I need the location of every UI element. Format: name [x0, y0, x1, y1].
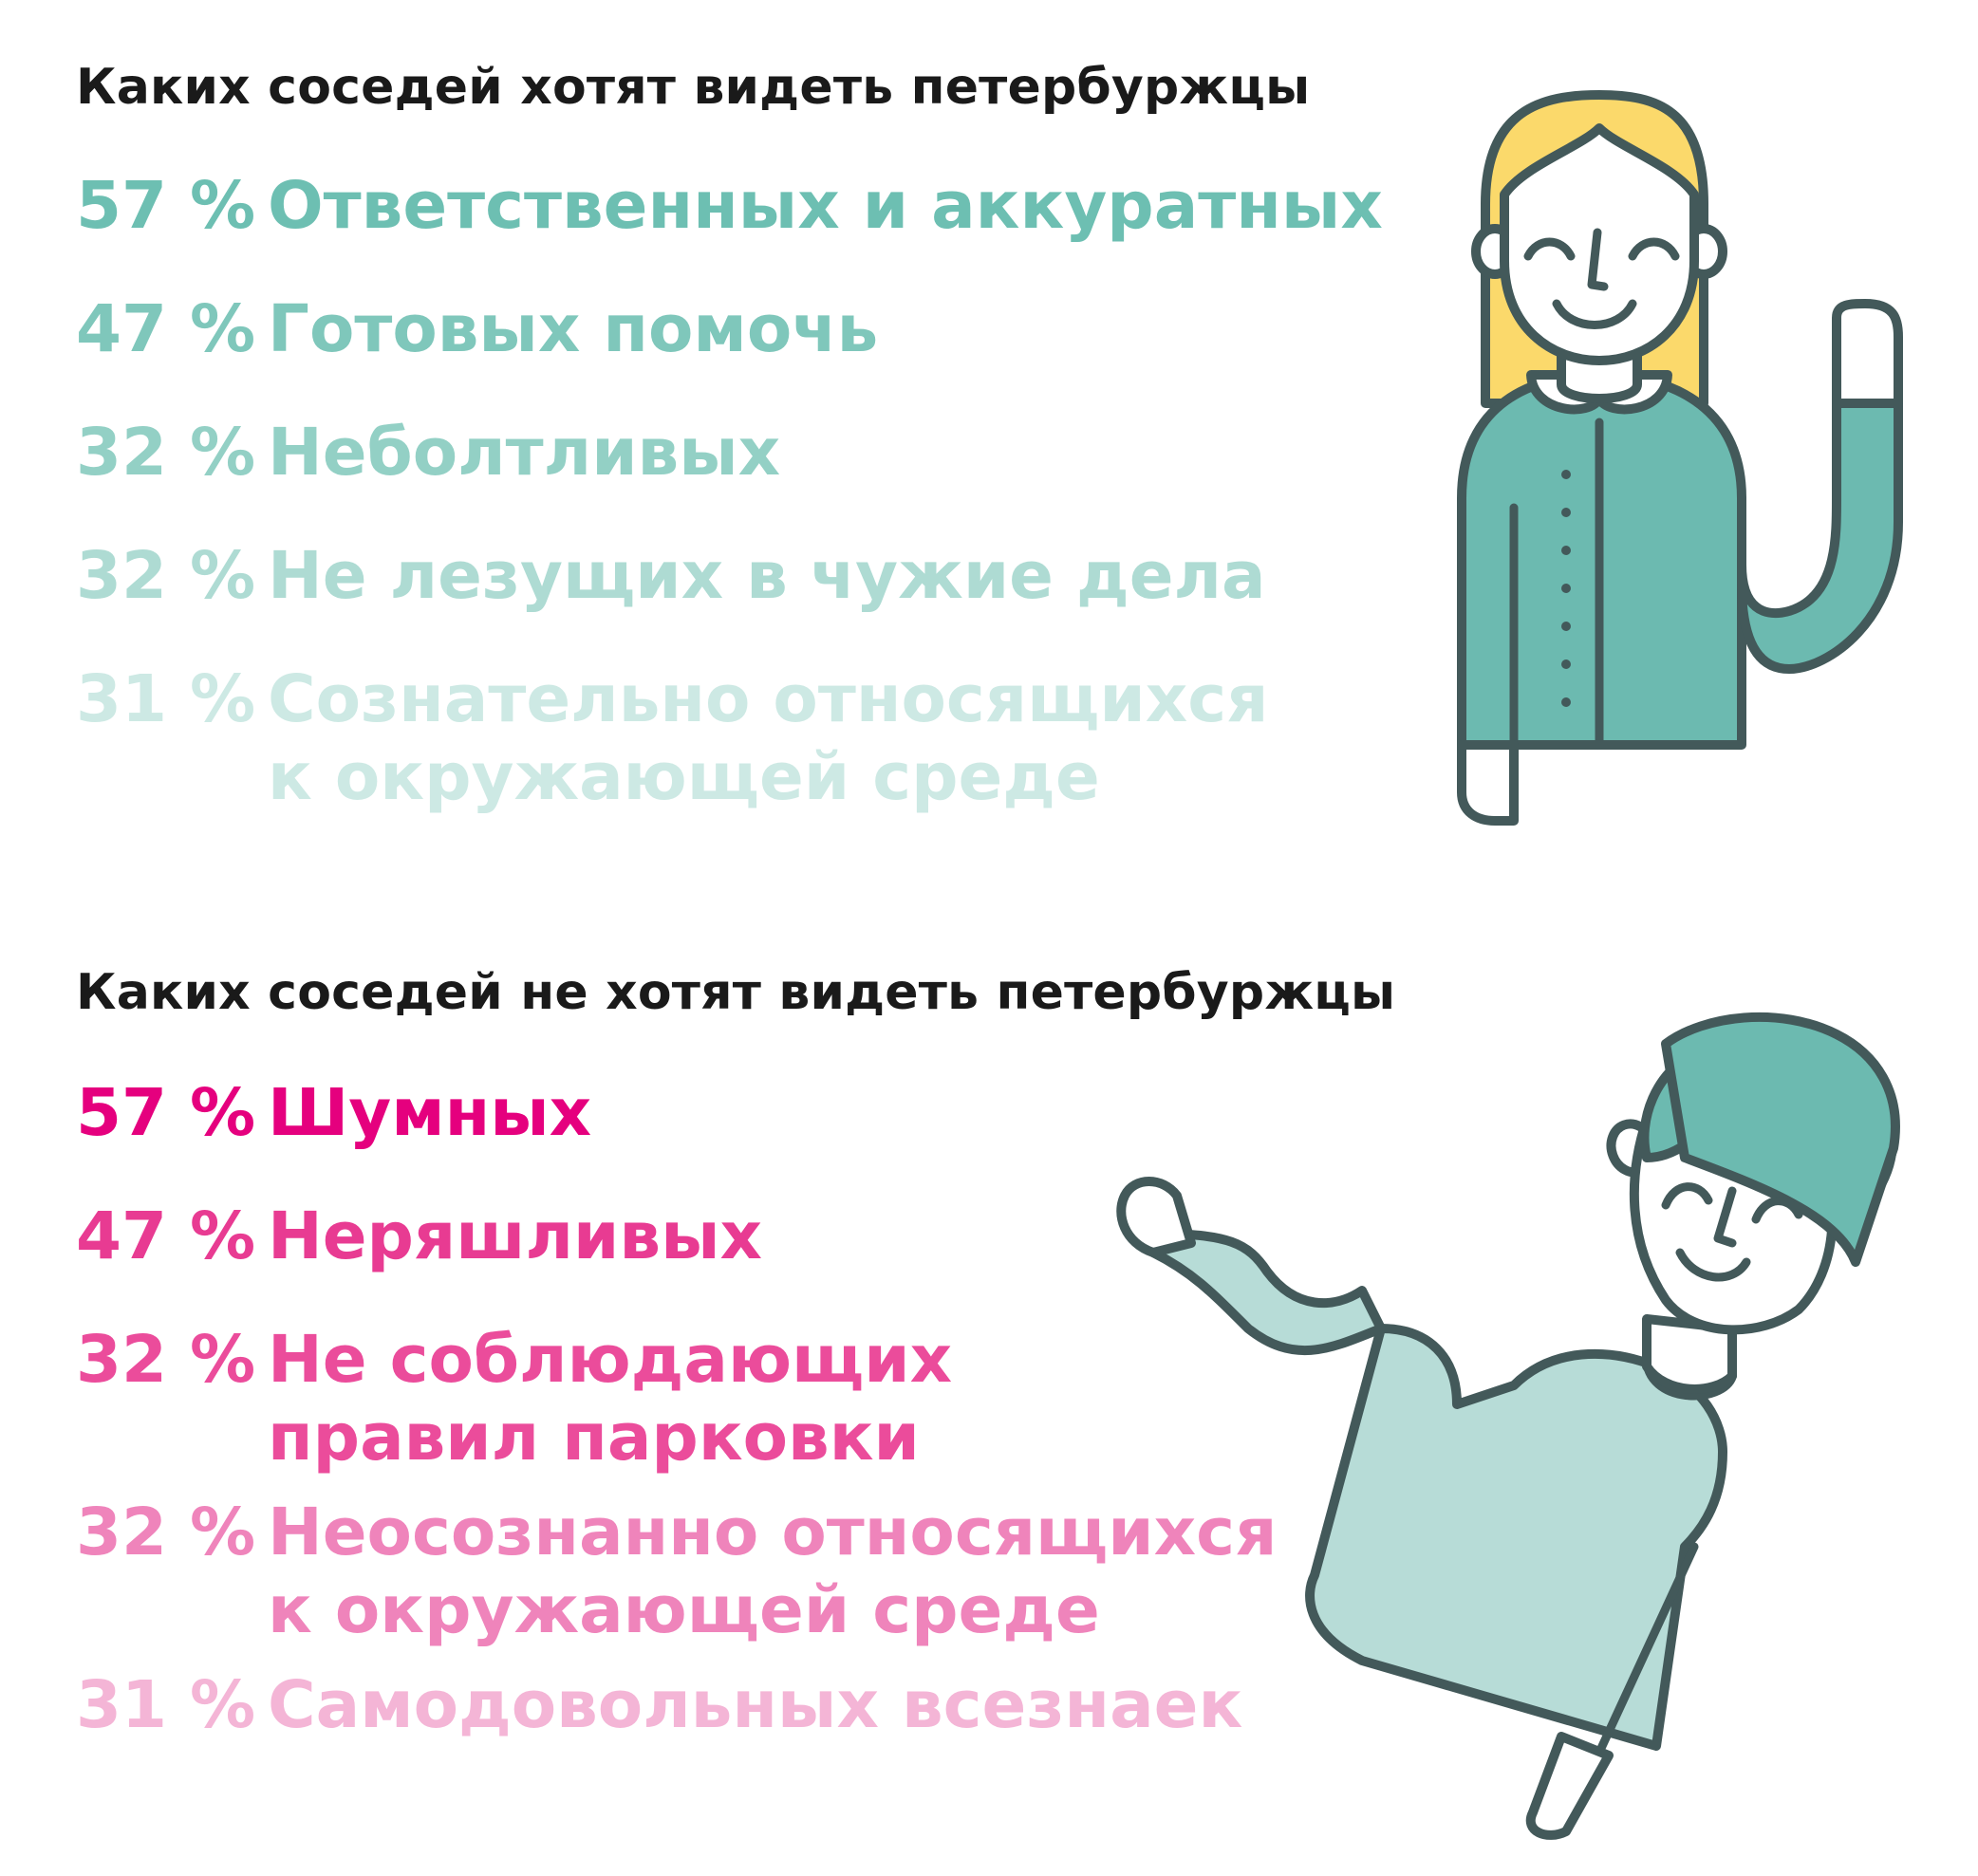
man-eye-left [1661, 1182, 1713, 1210]
want-value: 31 % [76, 661, 256, 737]
notwant-item: 57 % Шумных [76, 1074, 1386, 1152]
notwant-item: 32 % Неосознанно относящихся к окружающей … [76, 1494, 1386, 1649]
man-eye-right [1751, 1197, 1803, 1224]
want-item: 57 % Ответственных и аккуратных [76, 167, 1386, 245]
list-not-want: 57 % Шумных 47 % Неряшливых 32 % Не соблюдающ… [76, 1074, 1386, 1790]
man-smile [1675, 1248, 1751, 1282]
want-label: Неболтливых [268, 415, 781, 491]
want-value: 57 % [76, 168, 256, 244]
notwant-value: 31 % [76, 1667, 256, 1743]
notwant-value: 32 % [76, 1495, 256, 1570]
want-item: 32 % Не лезущих в чужие дела [76, 537, 1386, 615]
notwant-value: 32 % [76, 1322, 256, 1398]
man-hand-right [1525, 1732, 1614, 1840]
man-hair-front [1661, 1012, 1900, 1267]
woman-nose [1587, 228, 1609, 291]
want-item: 32 % Неболтливых [76, 414, 1386, 492]
man-sweater [1305, 1324, 1727, 1751]
man-hand-left [1116, 1177, 1196, 1257]
woman-illustration [1457, 90, 1903, 826]
notwant-label: Неосознанно относящихся к окружающей сред… [268, 1495, 1278, 1648]
notwant-value: 47 % [76, 1198, 256, 1274]
woman-eye-left [1523, 237, 1576, 261]
woman-eye-right [1628, 237, 1680, 261]
woman-hand-left [1457, 740, 1519, 826]
want-label: Сознательно относящихся к окружающей сред… [268, 661, 1269, 815]
want-value: 32 % [76, 415, 256, 491]
notwant-label: Неряшливых [268, 1198, 762, 1274]
man-illustration [1116, 1012, 1900, 1840]
woman-arm [1737, 399, 1903, 674]
want-value: 47 % [76, 291, 256, 367]
section-title-want: Каких соседей хотят видеть петербуржцы [76, 59, 1311, 116]
want-item: 31 % Сознательно относящихся к окружающей … [76, 660, 1386, 816]
woman-hand [1832, 299, 1903, 408]
woman-smile [1552, 299, 1637, 329]
notwant-label: Не соблюдающих правил парковки [268, 1322, 953, 1476]
want-label: Готовых помочь [268, 291, 879, 367]
notwant-item: 31 % Самодовольных всезнаек [76, 1666, 1386, 1744]
notwant-value: 57 % [76, 1075, 256, 1151]
list-want: 57 % Ответственных и аккуратных 47 % Готовы… [76, 167, 1386, 833]
want-label: Ответственных и аккуратных [268, 168, 1383, 244]
man-arm [1148, 1229, 1386, 1355]
woman-buttons [1561, 470, 1571, 707]
man-nose [1713, 1186, 1737, 1248]
man-neck [1642, 1314, 1737, 1394]
notwant-label: Самодовольных всезнаек [268, 1667, 1243, 1743]
want-label: Не лезущих в чужие дела [268, 538, 1266, 614]
want-value: 32 % [76, 538, 256, 614]
notwant-item: 32 % Не соблюдающих правил парковки [76, 1321, 1386, 1477]
notwant-label: Шумных [268, 1075, 592, 1151]
section-title-not-want: Каких соседей не хотят видеть петербуржц… [76, 964, 1396, 1021]
want-item: 47 % Готовых помочь [76, 290, 1386, 368]
notwant-item: 47 % Неряшливых [76, 1198, 1386, 1275]
